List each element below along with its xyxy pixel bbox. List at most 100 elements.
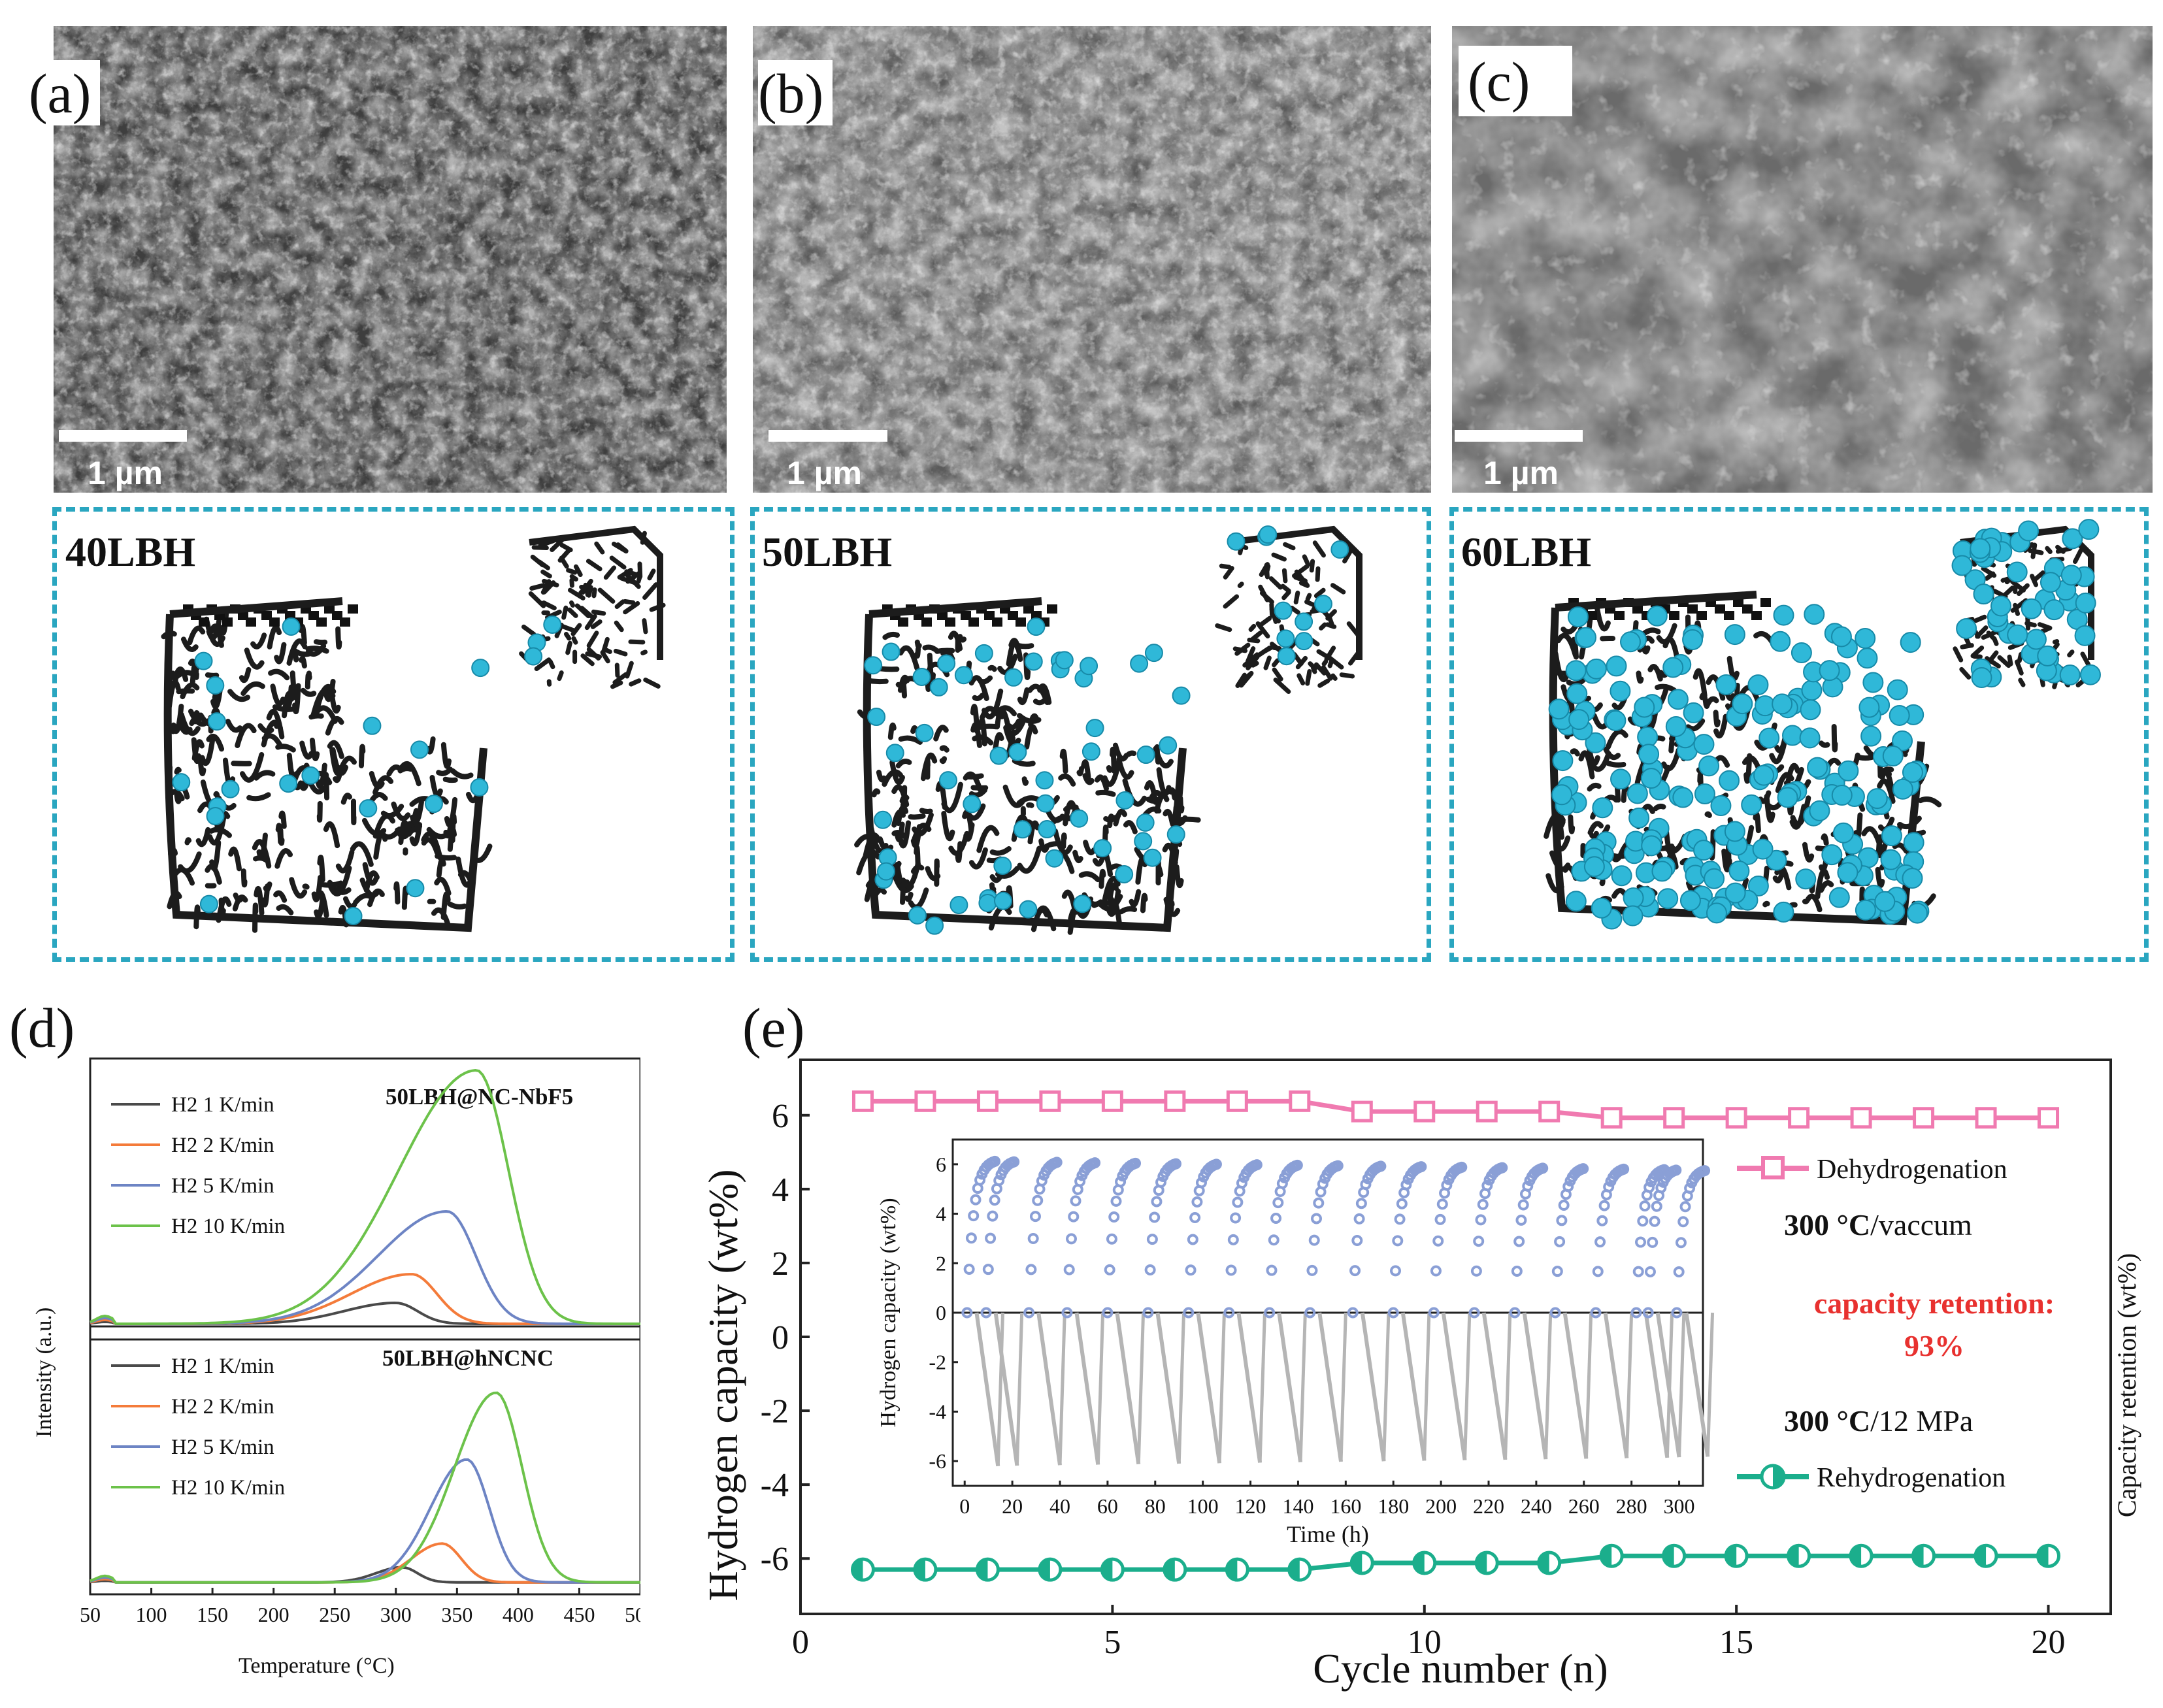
dehydrogenation-point xyxy=(1600,1107,1623,1129)
inset-dehyd-point xyxy=(1522,1180,1534,1192)
inset-dehyd-point xyxy=(1349,1265,1361,1277)
inset-rehyd-return xyxy=(1058,1312,1066,1466)
cycling-xlabel: Cycle number (n) xyxy=(1313,1645,1608,1692)
inset-dehyd-point xyxy=(1643,1181,1655,1193)
inset-dehyd-point xyxy=(1195,1177,1207,1189)
cage-network xyxy=(854,525,1362,935)
inset-x-tick-label: 200 xyxy=(1425,1494,1457,1518)
inset-dehyd-point xyxy=(1227,1234,1239,1245)
inset-rehyd-return xyxy=(1217,1312,1226,1464)
cage-strut xyxy=(1118,906,1138,915)
libh4-particle xyxy=(867,708,886,727)
inset-dehyd-point xyxy=(1515,1214,1527,1226)
cage-strut xyxy=(1059,748,1068,774)
cage-strut xyxy=(1078,871,1101,883)
cage-strut xyxy=(1802,842,1815,862)
inset-rehyd-return xyxy=(1136,1312,1146,1464)
libh4-particle xyxy=(1611,865,1632,887)
cage-outline xyxy=(1549,591,1925,926)
cage-top-cell xyxy=(898,617,908,627)
fragment-strut xyxy=(1330,583,1346,595)
fragment-strut xyxy=(540,569,552,579)
fragment-strut xyxy=(611,541,629,554)
cage-strut xyxy=(1082,773,1095,785)
inset-dehyd-point xyxy=(989,1194,1000,1206)
cage-strut xyxy=(323,678,336,702)
libh4-particle xyxy=(1782,725,1804,746)
inset-dehyd-point xyxy=(970,1194,982,1206)
fragment-strut xyxy=(609,555,627,570)
cage-top-cell xyxy=(945,617,955,627)
cage-strut xyxy=(239,752,265,783)
fragment-strut xyxy=(1271,552,1287,562)
cage-strut xyxy=(193,904,201,930)
cage-strut xyxy=(1875,834,1884,855)
tpd-bottom-frame xyxy=(89,1325,640,1596)
dehydrogenation-point xyxy=(1039,1090,1061,1112)
libh4-particle xyxy=(1259,525,1278,544)
libh4-particle xyxy=(221,780,240,798)
inset-dehyd-point xyxy=(1390,1265,1402,1277)
cage-top-cell xyxy=(222,617,233,627)
fragment-strut xyxy=(1223,566,1234,580)
cage-strut xyxy=(235,723,257,749)
fragment-strut xyxy=(1273,678,1291,695)
cage-strut xyxy=(233,892,244,903)
inset-dehyd-point xyxy=(1266,1264,1278,1276)
fragment-strut xyxy=(603,648,612,655)
cage-strut xyxy=(1106,764,1114,773)
cage-strut xyxy=(327,740,344,759)
cage-strut xyxy=(299,655,307,669)
carbon-cage-60lbh xyxy=(1544,519,2101,930)
fragment-strut xyxy=(521,624,537,637)
cage-strut xyxy=(1180,816,1201,823)
libh4-particle xyxy=(885,744,904,763)
rehydrogenation-point-fill xyxy=(914,1559,925,1581)
cage-strut xyxy=(939,745,949,753)
cage-top-cell xyxy=(1047,604,1057,614)
cycling-x-tick-label: 5 xyxy=(1104,1624,1121,1661)
cage-strut xyxy=(174,766,182,775)
fragment-strut xyxy=(1281,568,1288,583)
inset-rehyd-return xyxy=(1015,1312,1024,1466)
libh4-particle xyxy=(1551,784,1573,806)
libh4-particle xyxy=(1038,820,1057,839)
libh4-particle xyxy=(1719,770,1740,791)
cage-strut xyxy=(289,877,308,899)
libh4-particle xyxy=(1807,757,1828,778)
libh4-particle xyxy=(1830,626,1852,648)
cage-strut xyxy=(174,666,189,682)
inset-dehyd-point xyxy=(1396,1198,1408,1209)
libh4-particle xyxy=(1080,657,1098,676)
cage-strut xyxy=(895,759,912,768)
fragment-strut xyxy=(541,600,557,611)
fragment-strut xyxy=(586,559,603,572)
cage-strut xyxy=(1107,882,1119,902)
cage-strut xyxy=(298,623,307,646)
libh4-particle xyxy=(1610,680,1631,702)
inset-dehyd-point xyxy=(1470,1265,1482,1277)
inset-dehyd-point xyxy=(1185,1264,1197,1276)
tpd-legend-label: H2 10 K/min xyxy=(171,1215,285,1238)
inset-dehyd-point xyxy=(1434,1213,1446,1225)
cage-strut xyxy=(1713,710,1721,728)
cage-strut xyxy=(895,804,909,827)
libh4-particle xyxy=(470,778,489,797)
cage-strut xyxy=(976,825,1000,853)
libh4-particle xyxy=(993,857,1012,876)
inset-rehyd-return xyxy=(1096,1312,1105,1465)
cage-strut xyxy=(293,652,299,663)
cage-strut xyxy=(274,848,293,869)
inset-x-tick-label: 20 xyxy=(1002,1494,1023,1518)
libh4-particle xyxy=(1093,839,1112,858)
cage-strut xyxy=(254,885,265,916)
dehydrogenation-point xyxy=(851,1090,874,1112)
cage-strut xyxy=(1081,759,1091,782)
inset-dehyd-point xyxy=(980,1307,992,1319)
fragment-strut xyxy=(1325,609,1337,621)
libh4-particle xyxy=(1628,807,1650,829)
panel-label-c: (c) xyxy=(1459,46,1572,116)
cage-strut xyxy=(882,631,900,640)
tpd-legend-label: H2 10 K/min xyxy=(171,1476,285,1500)
cage-strut xyxy=(1038,838,1049,853)
